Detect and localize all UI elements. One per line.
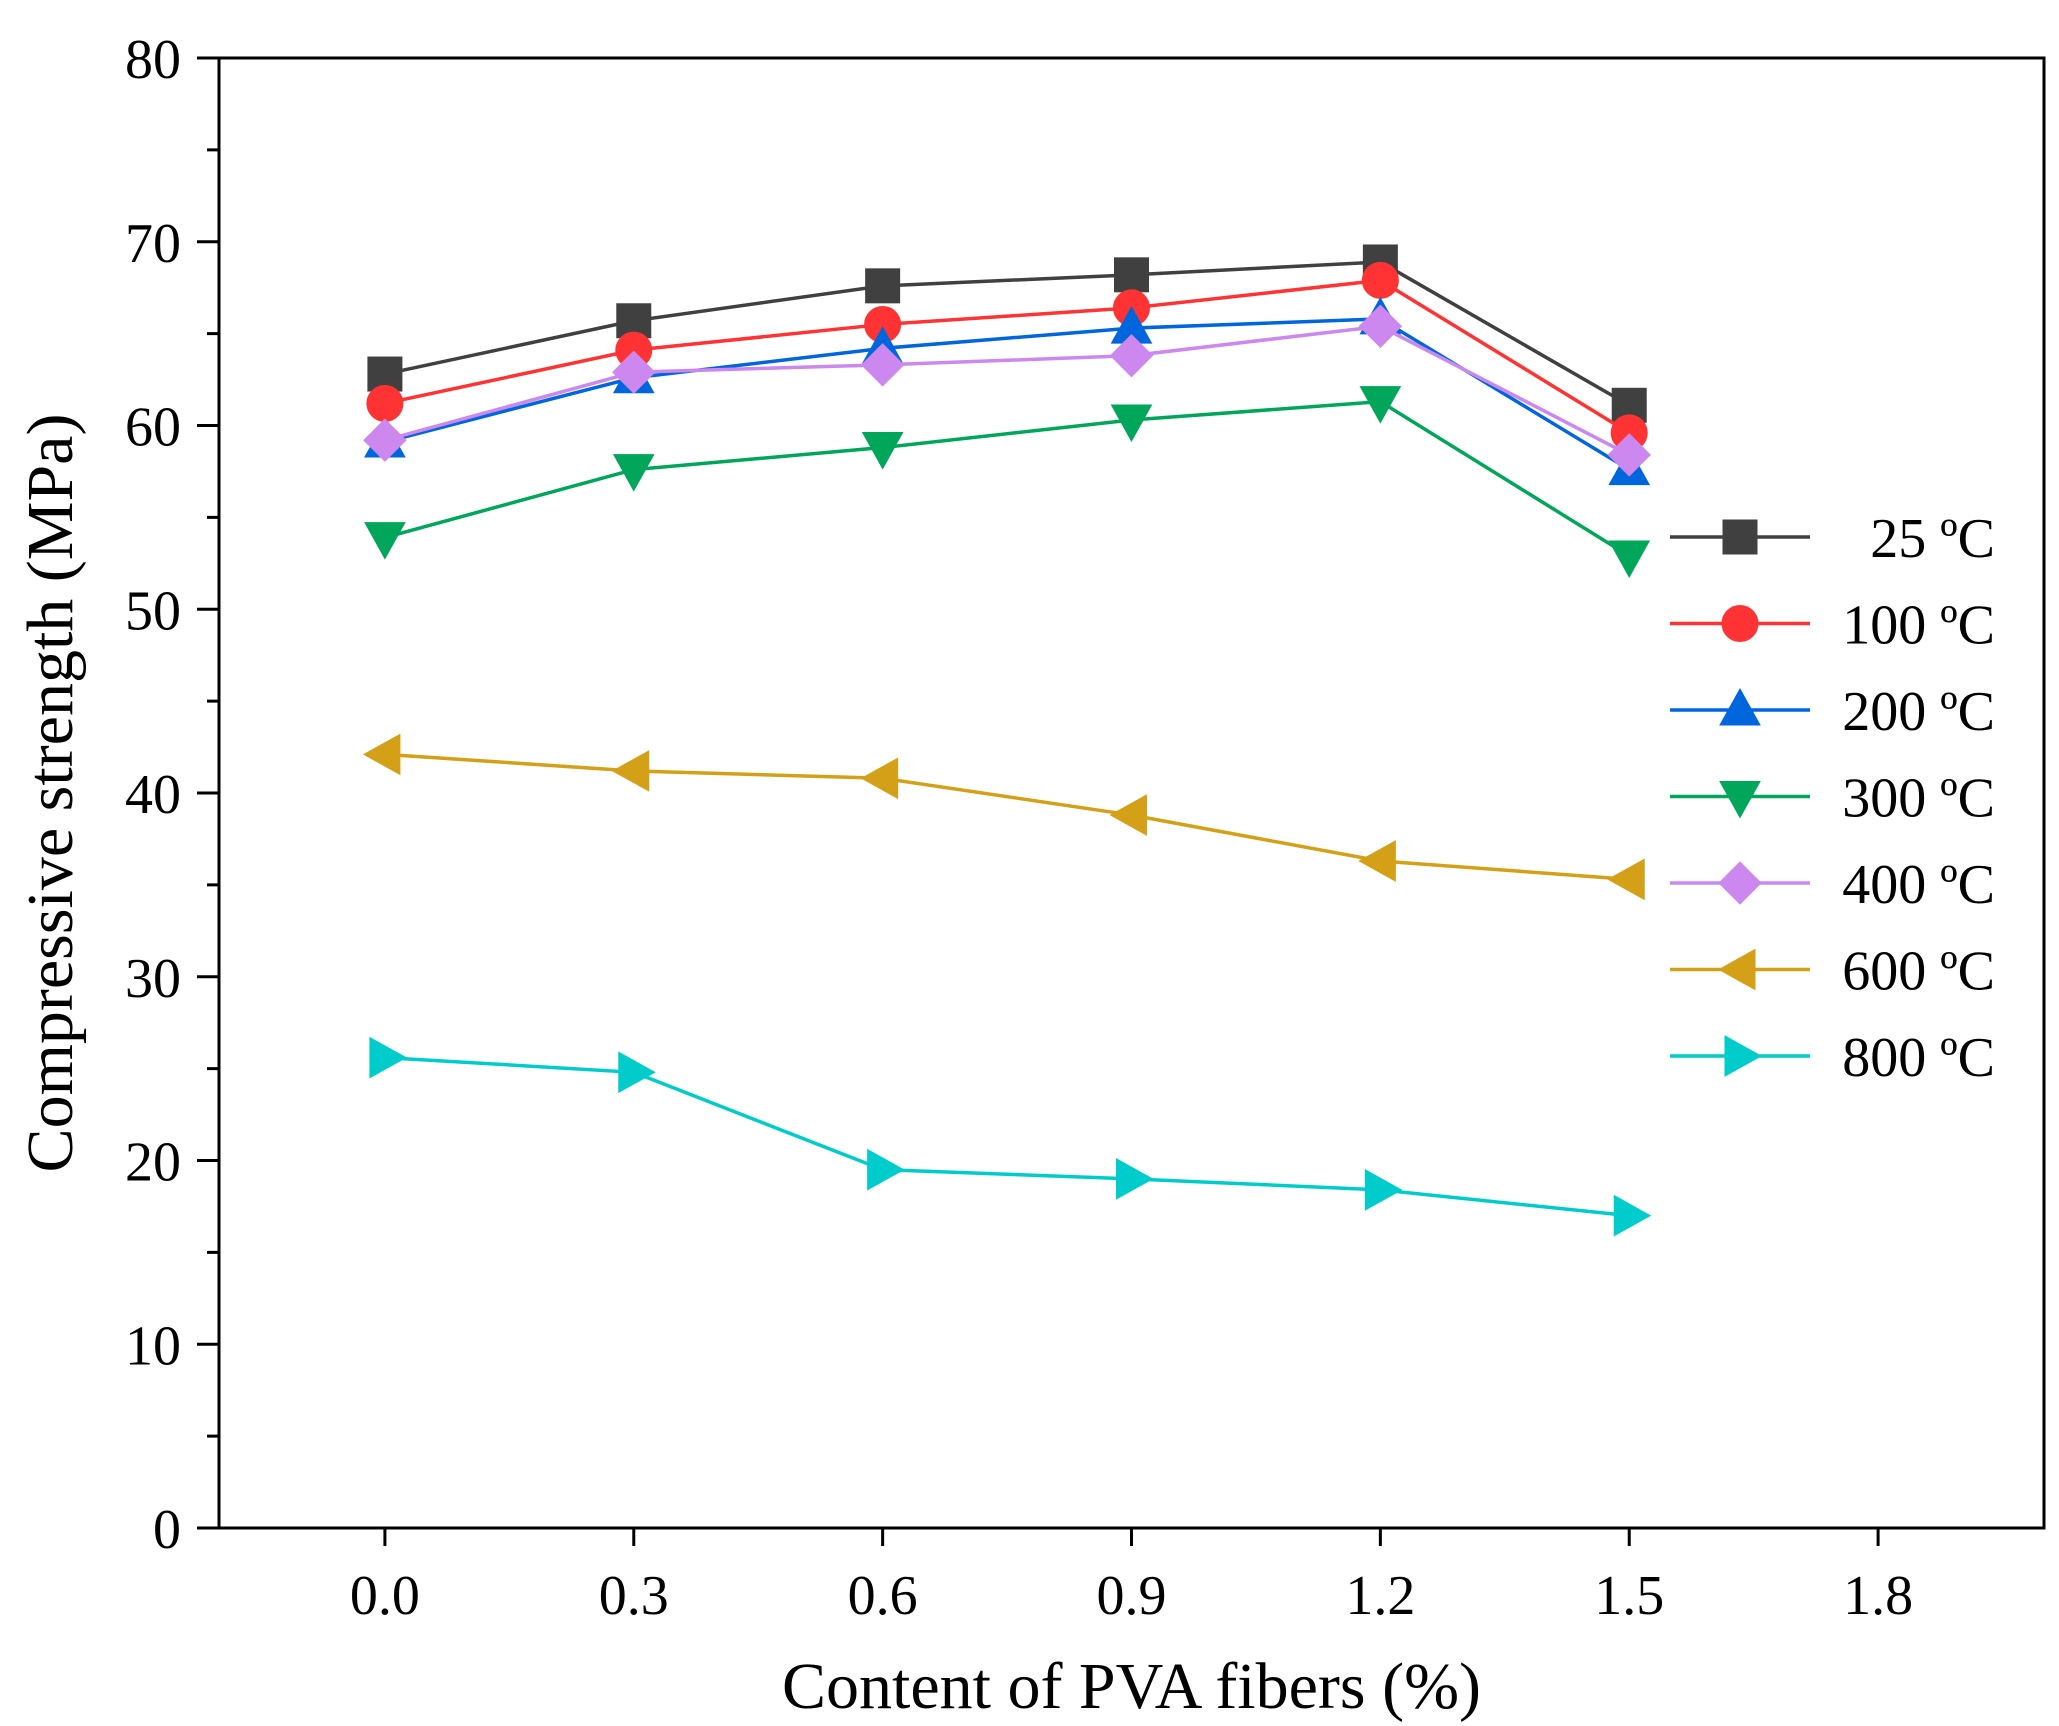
data-point	[1116, 1158, 1154, 1200]
series-line	[384, 317, 1631, 472]
legend-label: 100 ºC	[1842, 595, 1995, 657]
y-tick-label: 10	[125, 1315, 181, 1377]
series-800c	[369, 1036, 1652, 1237]
data-point	[861, 432, 904, 470]
data-point	[1607, 433, 1651, 477]
legend-marker	[1721, 605, 1759, 642]
x-axis-ticks: 0.0 0.3 0.6 0.9 1.2 1.5 1.8	[350, 1528, 1913, 1627]
data-point	[366, 384, 404, 422]
data-point	[1359, 386, 1402, 424]
x-tick-label: 0.6	[848, 1565, 918, 1627]
legend: 25 ºC 100 ºC 200 ºC 300 ºC 400 ºC 600 ºC 800 º…	[1670, 508, 1995, 1089]
y-axis-ticks: 0 10 20 30 40 50 60 70 80	[125, 29, 219, 1561]
legend-entry: 800 ºC	[1670, 1027, 1995, 1089]
data-point	[1364, 1169, 1403, 1211]
series-100c	[366, 261, 1648, 452]
legend-marker	[1718, 861, 1762, 905]
x-tick-label: 0.3	[599, 1565, 669, 1627]
legend-marker	[1722, 519, 1758, 555]
series-line	[384, 399, 1631, 558]
series-25c	[367, 244, 1647, 423]
data-point	[362, 733, 401, 776]
legend-label: 800 ºC	[1842, 1027, 1995, 1089]
legend-label: 300 ºC	[1842, 768, 1995, 830]
x-tick-label: 1.5	[1594, 1565, 1664, 1627]
legend-marker	[1719, 687, 1761, 726]
legend-label: 600 ºC	[1842, 941, 1995, 1003]
data-point	[1361, 261, 1399, 299]
series-layer	[362, 244, 1652, 1237]
y-tick-label: 40	[125, 764, 181, 826]
data-point	[867, 1148, 905, 1191]
series-line	[384, 1055, 1630, 1218]
x-axis-title: Content of PVA fibers (%)	[782, 1650, 1481, 1723]
legend-label: 25 ºC	[1870, 508, 1995, 570]
y-tick-label: 20	[125, 1132, 181, 1194]
data-point	[1608, 540, 1651, 578]
data-point	[611, 750, 650, 792]
legend-entry: 100 ºC	[1670, 595, 1995, 657]
data-point	[1110, 404, 1153, 443]
x-tick-label: 0.9	[1097, 1565, 1167, 1627]
y-tick-label: 60	[125, 397, 181, 459]
x-tick-label: 1.2	[1345, 1565, 1415, 1627]
data-point	[865, 268, 901, 304]
series-400c	[363, 304, 1651, 477]
legend-label: 200 ºC	[1842, 681, 1995, 743]
legend-entry: 300 ºC	[1670, 768, 1995, 830]
data-point	[1358, 840, 1396, 882]
data-point	[1114, 257, 1149, 293]
series-line	[384, 324, 1631, 457]
data-point	[363, 418, 407, 462]
legend-entry: 600 ºC	[1670, 941, 1995, 1003]
data-point	[612, 350, 656, 394]
series-line	[384, 278, 1631, 435]
data-point	[1607, 858, 1645, 901]
legend-marker	[1724, 1035, 1763, 1077]
y-axis-title: Compressive strength (MPa)	[14, 414, 87, 1173]
legend-entry: 200 ºC	[1670, 681, 1995, 743]
series-300c	[364, 386, 1651, 578]
y-tick-label: 0	[153, 1499, 181, 1561]
y-tick-label: 30	[125, 948, 181, 1010]
data-point	[1613, 1194, 1652, 1237]
y-tick-label: 70	[125, 213, 181, 275]
y-tick-label: 50	[125, 580, 181, 642]
legend-marker	[1719, 781, 1761, 819]
data-point	[860, 343, 905, 387]
data-point	[364, 522, 406, 560]
data-point	[618, 1051, 656, 1094]
legend-entry: 400 ºC	[1670, 854, 1995, 916]
x-tick-label: 1.8	[1843, 1565, 1913, 1627]
series-line	[384, 260, 1631, 407]
data-point	[860, 757, 899, 800]
data-point	[1109, 333, 1154, 378]
y-tick-label: 80	[125, 29, 181, 91]
legend-entry: 25 ºC	[1670, 508, 1995, 570]
series-600c	[362, 733, 1645, 901]
legend-label: 400 ºC	[1842, 854, 1995, 916]
data-point	[1358, 304, 1403, 348]
legend-marker	[1717, 948, 1756, 991]
data-point	[369, 1036, 407, 1079]
data-point	[612, 454, 655, 492]
x-tick-label: 0.0	[350, 1565, 420, 1627]
data-point	[1109, 794, 1147, 836]
series-line	[384, 752, 1630, 882]
